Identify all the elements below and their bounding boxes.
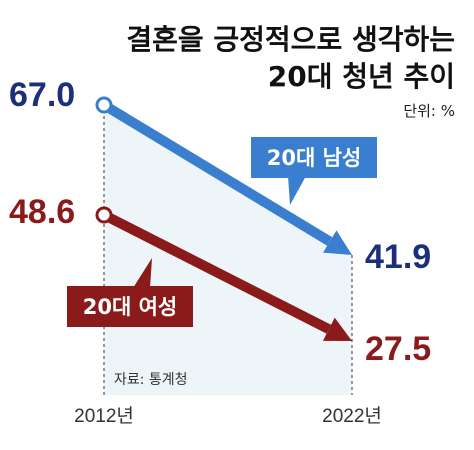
female-series-line — [101, 210, 332, 334]
source-label: 자료: 통계청 — [114, 372, 188, 388]
male-series-arrowhead — [323, 230, 352, 255]
male-label-box — [251, 137, 377, 178]
male-value-2022: 41.9 — [365, 238, 431, 276]
title-line-1: 결혼을 긍정적으로 생각하는 — [126, 23, 455, 56]
male-point-2012 — [95, 96, 113, 114]
female-value-2022: 27.5 — [365, 330, 431, 368]
male-label-text: 20대 남성 — [267, 146, 362, 170]
female-label-text: 20대 여성 — [83, 295, 178, 319]
female-series-arrowhead — [322, 317, 352, 342]
male-label-pointer — [288, 176, 306, 205]
unit-label: 단위: % — [403, 102, 455, 120]
x-tick-label-2022: 2022년 — [322, 405, 382, 427]
title-line-2: 20대 청년 추이 — [268, 60, 455, 93]
male-value-2012: 67.0 — [9, 76, 75, 114]
female-label-pointer — [133, 258, 152, 288]
female-label-box — [67, 286, 193, 327]
x-tick-label-2012: 2012년 — [74, 405, 134, 427]
female-value-2012: 48.6 — [9, 193, 75, 231]
female-point-2012 — [95, 206, 113, 224]
male-series-line — [101, 100, 333, 246]
